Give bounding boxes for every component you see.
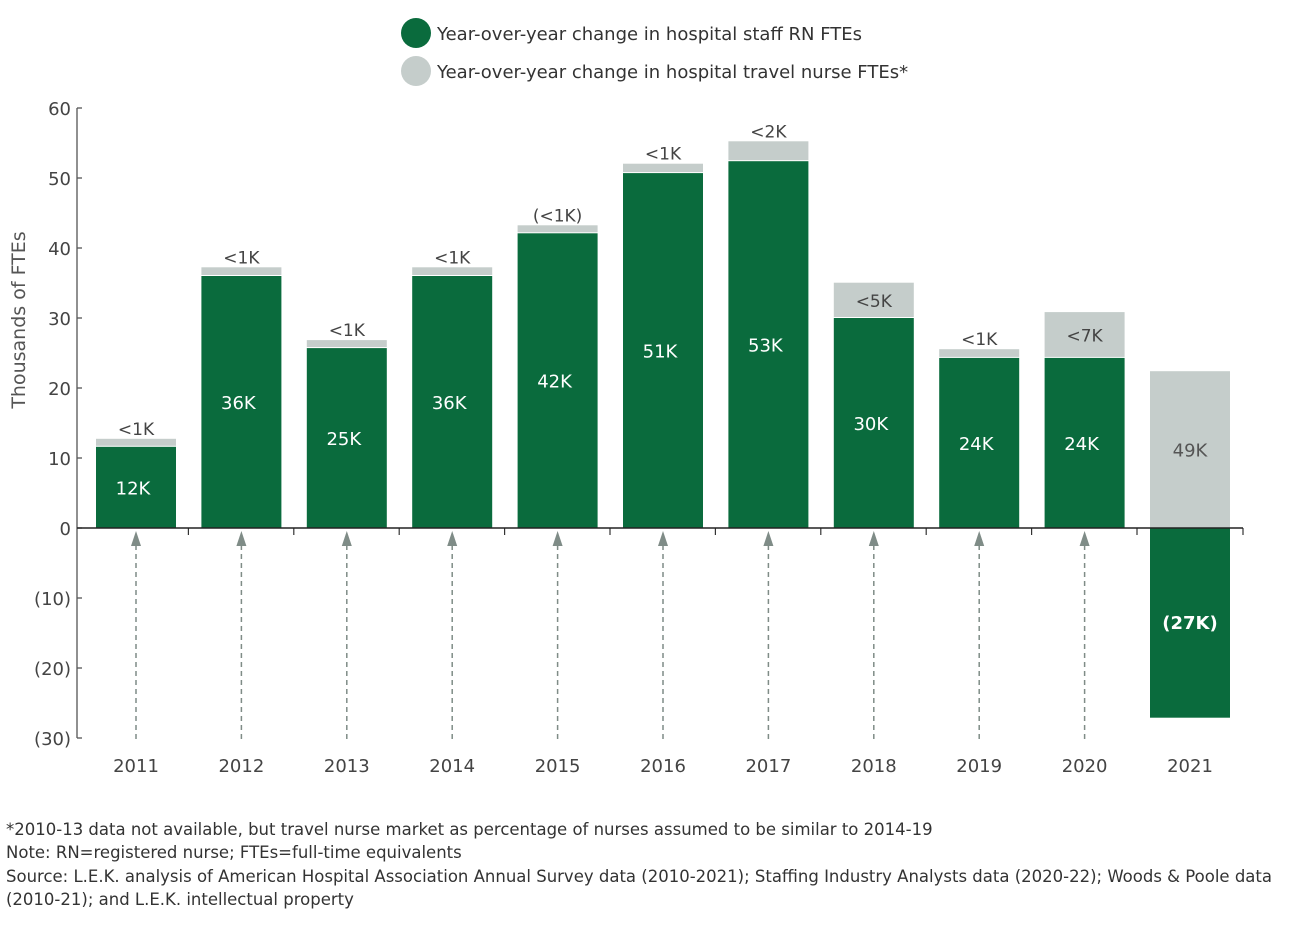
bar-label-staff-2015: 42K — [537, 372, 573, 393]
bar-label-staff-2021: (27K) — [1162, 613, 1217, 634]
bar-travel-2011 — [96, 438, 176, 446]
legend: Year-over-year change in hospital staff … — [401, 18, 908, 86]
bar-label-travel-2019: <1K — [961, 330, 998, 350]
footnotes: *2010-13 data not available, but travel … — [6, 818, 1276, 912]
arrow-head-icon-2014 — [447, 531, 458, 546]
bar-travel-2018 — [833, 282, 914, 317]
x-tick-label: 2013 — [324, 756, 370, 777]
y-axis-label: Thousands of FTEs — [8, 231, 30, 409]
bar-label-travel-2017: <2K — [750, 122, 787, 142]
bar-staff-2021 — [1150, 528, 1230, 718]
x-tick-label: 2012 — [218, 756, 264, 777]
bar-travel-2015 — [517, 225, 598, 233]
bar-staff-2011 — [96, 446, 176, 528]
bar-staff-2020 — [1044, 357, 1125, 528]
bar-label-staff-2013: 25K — [326, 429, 362, 450]
bar-label-travel-2018: <5K — [856, 292, 893, 312]
bar-staff-2013 — [306, 348, 387, 528]
bar-label-travel-2011: <1K — [118, 420, 155, 440]
arrow-head-icon-2019 — [974, 531, 985, 546]
y-tick-label: (20) — [34, 659, 71, 680]
bar-label-staff-2011: 12K — [116, 478, 152, 499]
bar-label-staff-2014: 36K — [432, 393, 468, 414]
footnote-asterisk: *2010-13 data not available, but travel … — [6, 820, 933, 839]
x-tick-label: 2019 — [956, 756, 1002, 777]
bar-label-travel-2015: (<1K) — [533, 206, 582, 226]
legend-label-travel: Year-over-year change in hospital travel… — [436, 62, 908, 83]
arrow-head-icon-2016 — [658, 531, 668, 546]
arrow-head-icon-2013 — [341, 531, 352, 546]
bar-label-staff-2012: 36K — [221, 393, 257, 414]
arrow-head-icon-2015 — [552, 531, 563, 546]
bar-staff-2018 — [833, 318, 914, 528]
y-tick-label: 10 — [48, 449, 71, 470]
x-tick-label: 2017 — [745, 756, 791, 777]
x-tick-label: 2014 — [429, 756, 475, 777]
bar-label-staff-2020: 24K — [1064, 434, 1100, 455]
x-tick-label: 2016 — [640, 756, 686, 777]
bar-staff-2015 — [517, 233, 598, 529]
bar-label-staff-2016: 51K — [643, 342, 679, 363]
bar-travel-2016 — [623, 163, 703, 173]
y-tick-label: 60 — [48, 99, 71, 120]
bar-label-travel-2020: <7K — [1066, 327, 1103, 347]
bar-travel-2012 — [201, 267, 282, 275]
bar-staff-2012 — [201, 276, 282, 528]
bar-label-travel-2016: <1K — [645, 145, 682, 165]
bar-travel-2017 — [728, 141, 809, 161]
x-tick-label: 2011 — [113, 756, 159, 777]
bar-label-travel-2013: <1K — [329, 321, 366, 341]
footnote-source: Source: L.E.K. analysis of American Hosp… — [6, 866, 1272, 910]
bar-label-staff-2018: 30K — [853, 414, 889, 435]
y-tick-label: 0 — [60, 519, 71, 540]
bar-label-staff-2017: 53K — [748, 336, 784, 357]
footnote-note: Note: RN=registered nurse; FTEs=full-tim… — [6, 843, 462, 863]
bar-staff-2017 — [728, 161, 809, 528]
bar-staff-2019 — [939, 357, 1020, 528]
x-tick-label: 2021 — [1167, 756, 1213, 777]
y-tick-label: (30) — [34, 729, 71, 750]
bar-travel-2020 — [1044, 312, 1125, 357]
y-tick-label: 20 — [48, 379, 71, 400]
y-tick-label: 50 — [48, 169, 71, 190]
arrow-head-icon-2018 — [868, 531, 879, 546]
bar-travel-2013 — [306, 340, 387, 348]
bar-label-travel-2021: 49K — [1173, 441, 1209, 462]
bar-travel-2014 — [412, 267, 493, 275]
x-tick-label: 2020 — [1062, 756, 1108, 777]
arrow-head-icon-2017 — [763, 531, 774, 546]
y-tick-label: 30 — [48, 309, 71, 330]
x-tick-label: 2018 — [851, 756, 897, 777]
bar-label-staff-2019: 24K — [959, 434, 995, 455]
y-tick-label: (10) — [34, 589, 71, 610]
arrow-head-icon-2011 — [131, 531, 141, 546]
bar-travel-2019 — [939, 349, 1020, 357]
bar-label-travel-2012: <1K — [223, 248, 260, 268]
chart: Year-over-year change in hospital staff … — [8, 18, 1244, 777]
legend-swatch-staff — [401, 18, 431, 48]
arrow-head-icon-2020 — [1079, 531, 1090, 546]
bar-staff-2014 — [412, 276, 493, 528]
bar-label-travel-2014: <1K — [434, 248, 471, 268]
y-tick-label: 40 — [48, 239, 71, 260]
legend-label-staff: Year-over-year change in hospital staff … — [436, 24, 862, 45]
bar-travel-2021 — [1150, 371, 1230, 528]
bar-staff-2016 — [623, 173, 703, 528]
legend-swatch-travel — [401, 56, 431, 86]
arrow-head-icon-2012 — [236, 531, 247, 546]
x-tick-label: 2015 — [535, 756, 581, 777]
